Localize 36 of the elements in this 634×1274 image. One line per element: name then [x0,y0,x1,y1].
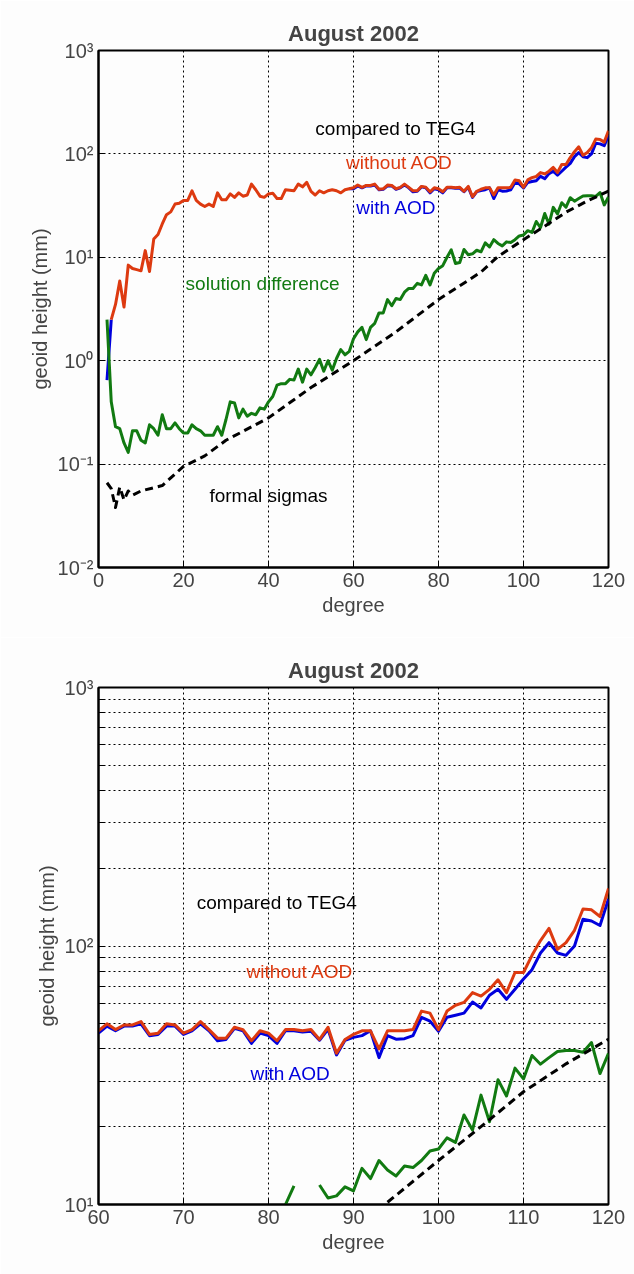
y-axis-title: geoid height (mm) [35,865,58,1027]
x-axis-title: degree [322,1230,385,1253]
x-tick-label: 120 [591,568,626,591]
y-tick-label: 10³ [64,39,94,62]
x-tick-label: 80 [257,1205,280,1228]
y-tick-label: 10² [64,142,94,165]
y-axis-title: geoid height (mm) [28,228,51,390]
annotation: compared to TEG4 [315,118,476,140]
y-tick-label: 10³ [64,676,94,699]
y-tick-label: 10⁻² [57,556,94,579]
x-tick-label: 90 [342,1205,365,1228]
x-tick-label: 100 [421,1205,456,1228]
series-label: formal sigmas [209,484,328,506]
y-tick-label: 10⁻¹ [57,453,94,476]
series-label: with AOD [249,1063,330,1085]
x-tick-label: 80 [427,568,450,591]
line-series [105,191,609,454]
series-label: with AOD [355,197,436,219]
y-tick-label: 10⁰ [64,349,94,372]
chart-title: August 2002 [288,20,419,46]
text: without AOD [245,960,353,982]
x-tick-label: 120 [591,1205,626,1228]
y-tick-label: 10¹ [64,246,94,269]
x-tick-label: 20 [172,568,195,591]
x-tick-label: 60 [342,568,365,591]
x-tick-label: 40 [257,568,280,591]
x-tick-label: 110 [507,1205,540,1228]
x-tick-label: 100 [506,568,541,591]
y-tick-label: 10² [64,935,94,957]
x-tick-label: 70 [172,1205,195,1228]
chart-title: August 2002 [288,657,419,683]
series-label: without AOD [345,152,452,174]
annotation: compared to TEG4 [196,892,358,914]
text: solution difference [185,272,340,294]
x-tick-label: 0 [92,568,105,591]
x-axis-title: degree [322,593,385,616]
